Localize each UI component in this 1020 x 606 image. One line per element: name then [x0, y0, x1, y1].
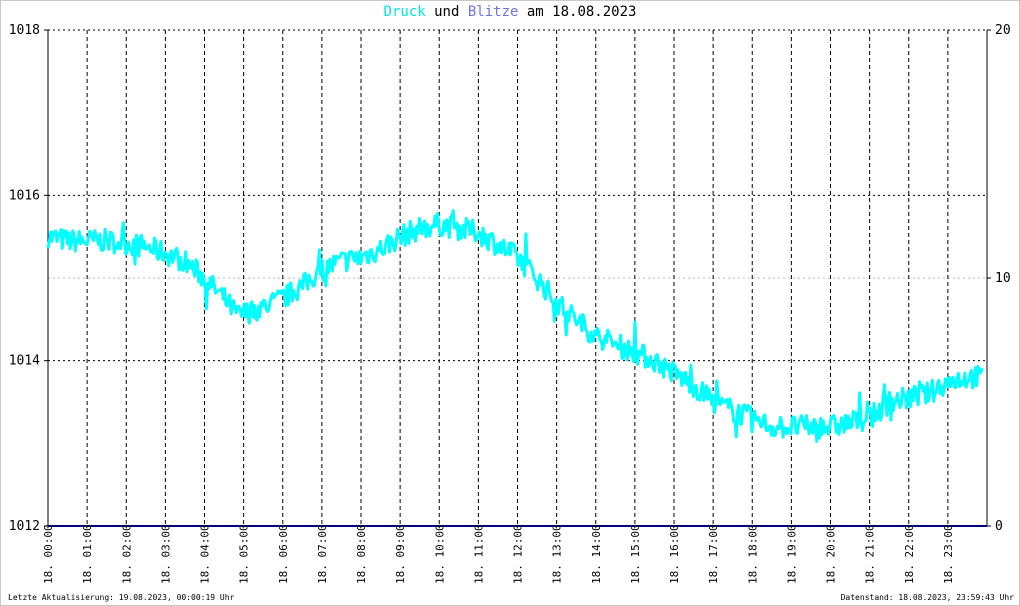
x-tick-label: 18. 10:00 — [433, 524, 446, 584]
x-tick-label: 18. 04:00 — [199, 524, 212, 584]
axes — [44, 29, 991, 527]
x-tick-label: 18. 12:00 — [512, 524, 525, 584]
x-tick-label: 18. 05:00 — [238, 524, 251, 584]
x-tick-label: 18. 08:00 — [355, 524, 368, 584]
x-tick-label: 18. 09:00 — [394, 524, 407, 584]
title-blitze: Blitze — [467, 4, 519, 20]
y-right-tick-label: 0 — [995, 519, 1003, 534]
y-right-tick-label: 10 — [995, 271, 1011, 286]
x-tick-label: 18. 00:00 — [42, 524, 55, 584]
x-tick-label: 18. 07:00 — [316, 524, 329, 584]
chart-title: Druck und Blitze am 18.08.2023 — [0, 4, 1020, 20]
title-date: am 18.08.2023 — [518, 4, 637, 20]
x-tick-label: 18. 22:00 — [903, 524, 916, 584]
x-tick-label: 18. 17:00 — [707, 524, 720, 584]
x-tick-label: 18. 18:00 — [746, 524, 759, 584]
x-tick-label: 18. 19:00 — [785, 524, 798, 584]
x-tick-label: 18. 03:00 — [159, 524, 172, 584]
x-tick-label: 18. 01:00 — [81, 524, 94, 584]
grid-lines — [48, 30, 987, 526]
data-status-text: Datenstand: 18.08.2023, 23:59:43 Uhr — [840, 593, 1014, 602]
x-tick-label: 18. 15:00 — [629, 524, 642, 584]
y-left-tick-label: 1016 — [9, 188, 40, 203]
y-left-tick-label: 1018 — [9, 23, 40, 38]
y-right-tick-label: 20 — [995, 23, 1011, 38]
druck-series-line — [46, 209, 984, 443]
x-tick-label: 18. 11:00 — [472, 524, 485, 584]
title-druck: Druck — [383, 4, 426, 20]
x-tick-label: 18. 23:00 — [942, 524, 955, 584]
x-tick-label: 18. 14:00 — [590, 524, 603, 584]
x-tick-label: 18. 06:00 — [277, 524, 290, 584]
y-left-tick-label: 1012 — [9, 519, 40, 534]
y-left-tick-label: 1014 — [9, 354, 40, 369]
x-tick-label: 18. 16:00 — [668, 524, 681, 584]
x-tick-label: 18. 02:00 — [120, 524, 133, 584]
x-tick-label: 18. 20:00 — [825, 524, 838, 584]
tick-labels: 1012 1014 1016 1018 0 10 20 18. 00:00 18. 01:00 1… — [9, 23, 1011, 584]
title-und: und — [425, 4, 468, 20]
x-tick-label: 18. 21:00 — [864, 524, 877, 584]
x-tick-label: 18. 13:00 — [551, 524, 564, 584]
series — [46, 209, 987, 527]
last-update-text: Letzte Aktualisierung: 19.08.2023, 00:00… — [8, 593, 235, 602]
